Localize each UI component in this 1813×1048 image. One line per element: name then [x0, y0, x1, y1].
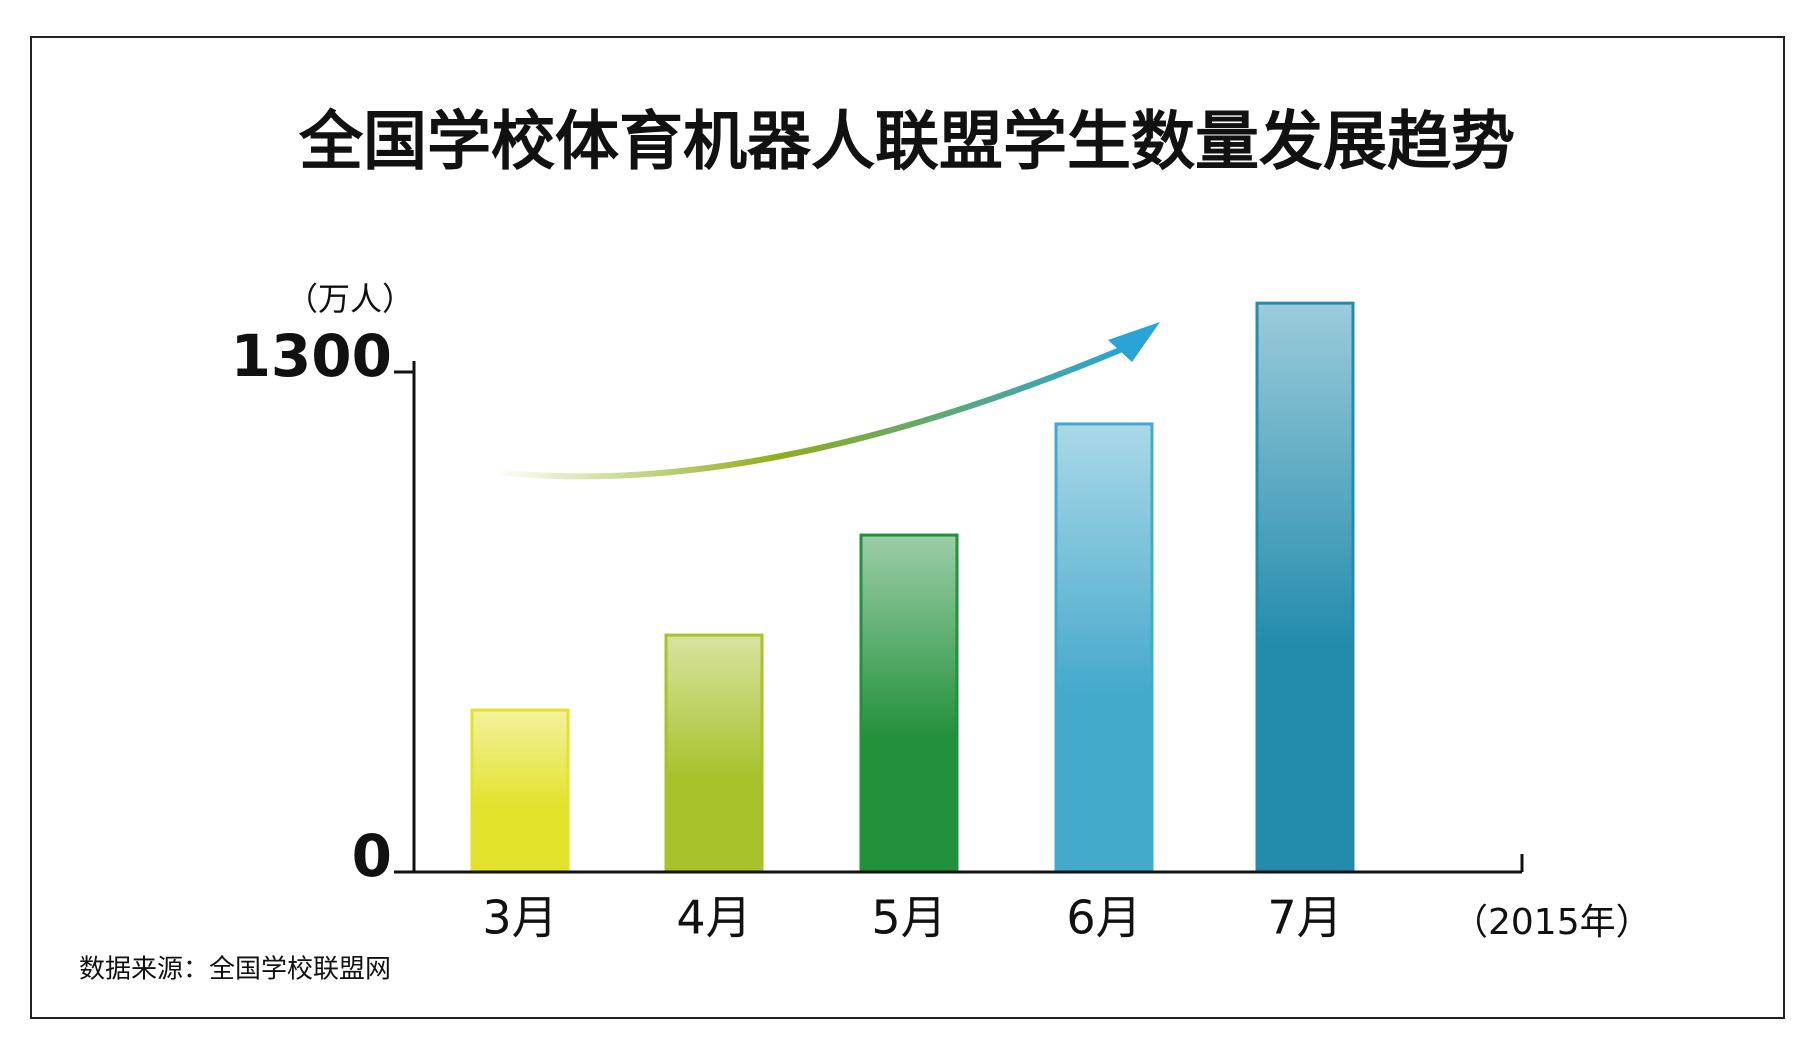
source-note: 数据来源：全国学校联盟网	[79, 955, 391, 985]
bar	[1255, 301, 1355, 874]
trend-arrow	[495, 347, 1122, 480]
bar	[1054, 422, 1154, 874]
y-tick-label: 1300	[231, 322, 392, 390]
frame	[30, 36, 1785, 1019]
x-tick-label: 6月	[1066, 891, 1141, 945]
unit-label: （万人）	[286, 280, 414, 318]
x-tick-label: 3月	[482, 891, 557, 945]
x-suffix: （2015年）	[1452, 902, 1652, 943]
arrow-head	[1108, 322, 1160, 362]
bar	[664, 633, 764, 874]
x-tick-label: 5月	[871, 891, 946, 945]
y-tick-label: 0	[352, 822, 392, 890]
chart-title: 全国学校体育机器人联盟学生数量发展趋势	[298, 106, 1515, 180]
bar	[859, 533, 959, 874]
bar	[470, 708, 570, 874]
x-tick-label: 7月	[1267, 891, 1342, 945]
x-tick-label: 4月	[676, 891, 751, 945]
